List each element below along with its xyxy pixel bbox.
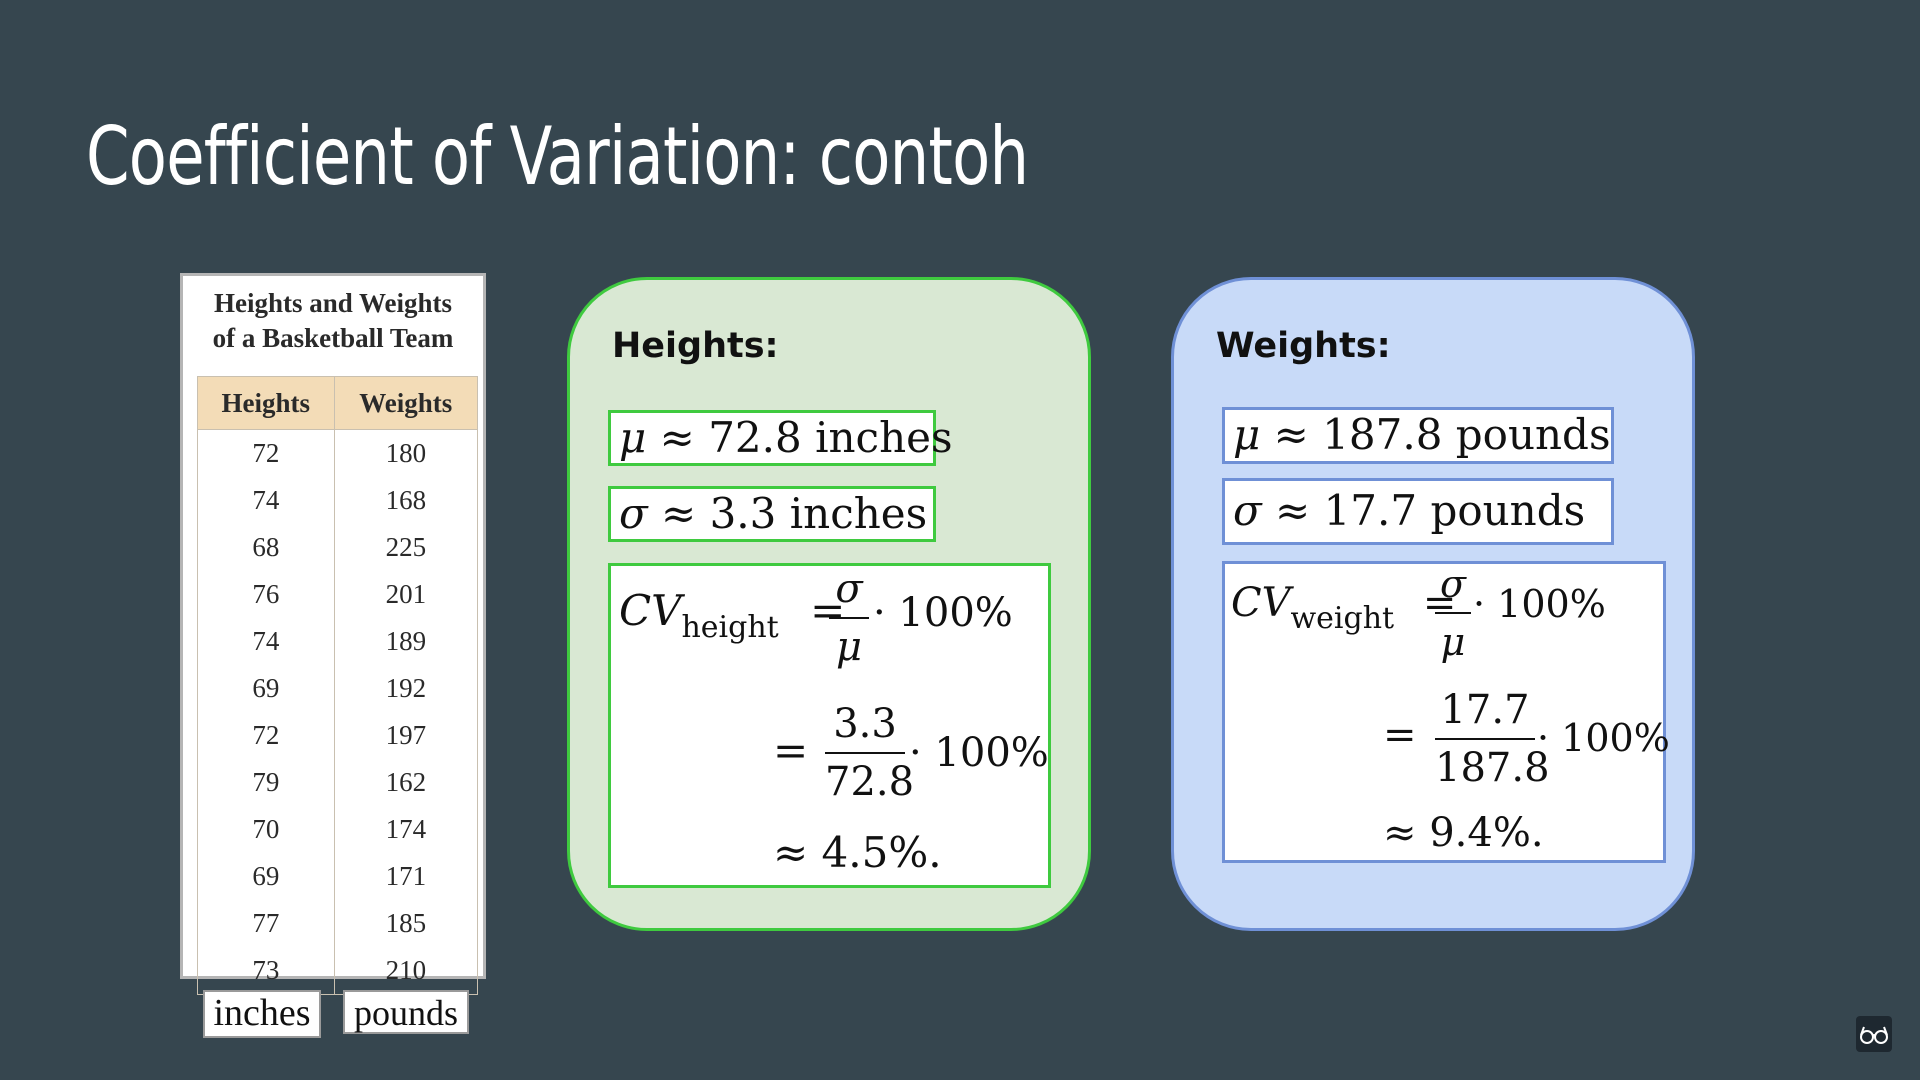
weight-cell: 174 <box>333 806 479 853</box>
weight-cell: 197 <box>333 712 479 759</box>
weight-cell: 225 <box>333 524 479 571</box>
unit-label-inches: inches <box>203 990 321 1038</box>
heights-card: Heights: μ ≈ 72.8 inches σ ≈ 3.3 inches … <box>567 277 1091 931</box>
weights-hundred-1: · 100% <box>1473 582 1606 626</box>
weight-cell: 201 <box>333 571 479 618</box>
weights-mean-value: ≈ 187.8 pounds <box>1273 410 1611 459</box>
table-row: 70 174 <box>197 806 479 853</box>
cv-subscript: height <box>681 610 779 645</box>
table-caption-line1: Heights and Weights <box>213 288 453 318</box>
weight-cell: 168 <box>333 477 479 524</box>
weights-label: Weights: <box>1216 326 1391 366</box>
table-row: 76 201 <box>197 571 479 618</box>
cv-subscript: weight <box>1290 601 1395 636</box>
weights-fraction-2: 17.7 187.8 <box>1435 684 1550 794</box>
weights-card: Weights: μ ≈ 187.8 pounds σ ≈ 17.7 pound… <box>1171 277 1695 931</box>
table-row: 69 192 <box>197 665 479 712</box>
heights-fraction-1: σ μ <box>829 563 869 673</box>
heights-hundred-1: · 100% <box>873 590 1013 636</box>
fraction-bar <box>825 752 905 754</box>
fraction-denominator: 72.8 <box>825 759 915 805</box>
table-row: 79 162 <box>197 759 479 806</box>
table-row: 68 225 <box>197 524 479 571</box>
heights-label: Heights: <box>612 326 779 366</box>
table-row: 74 168 <box>197 477 479 524</box>
table-header-row: Heights Weights <box>197 376 479 430</box>
heights-fraction-2: 3.3 72.8 <box>825 698 915 808</box>
height-cell: 73 <box>197 947 335 995</box>
height-cell: 77 <box>197 900 335 947</box>
weights-sd-box: σ ≈ 17.7 pounds <box>1222 478 1614 545</box>
data-table-panel: Heights and Weights of a Basketball Team… <box>180 273 486 995</box>
heights-mean-value: ≈ 72.8 inches <box>659 413 953 462</box>
weights-sd-value: ≈ 17.7 pounds <box>1275 486 1586 535</box>
fraction-numerator: 3.3 <box>833 701 897 747</box>
column-header-heights: Heights <box>197 376 335 430</box>
weight-cell: 210 <box>333 947 479 995</box>
slide-title: Coefficient of Variation: contoh <box>86 110 1029 203</box>
height-cell: 72 <box>197 712 335 759</box>
height-cell: 79 <box>197 759 335 806</box>
height-cell: 74 <box>197 477 335 524</box>
fraction-denominator: μ <box>836 624 862 670</box>
height-cell: 70 <box>197 806 335 853</box>
weight-cell: 185 <box>333 900 479 947</box>
fraction-bar <box>1435 612 1471 614</box>
fraction-numerator: σ <box>835 566 863 612</box>
heights-cv-box: CVheight = σ μ · 100% = 3.3 72.8 · 100% … <box>608 563 1051 888</box>
table-row: 77 185 <box>197 900 479 947</box>
fraction-numerator: σ <box>1440 562 1466 606</box>
cv-symbol: CV <box>1231 580 1291 626</box>
equals-sign: = <box>810 586 846 635</box>
table-caption-line2: of a Basketball Team <box>212 323 454 353</box>
unit-label-pounds: pounds <box>343 990 469 1034</box>
equals-sign-2: = <box>773 726 809 775</box>
equals-sign: = <box>1422 580 1457 626</box>
fraction-bar <box>829 617 869 619</box>
table-row: 74 189 <box>197 618 479 665</box>
weight-cell: 171 <box>333 853 479 900</box>
glasses-icon[interactable] <box>1856 1016 1892 1052</box>
weight-cell: 192 <box>333 665 479 712</box>
table-row: 69 171 <box>197 853 479 900</box>
weight-cell: 162 <box>333 759 479 806</box>
heights-sd-box: σ ≈ 3.3 inches <box>608 486 936 542</box>
cv-symbol: CV <box>619 586 682 635</box>
equals-sign-2: = <box>1383 712 1417 758</box>
fraction-denominator: μ <box>1440 620 1466 664</box>
heights-sd-value: ≈ 3.3 inches <box>661 489 928 538</box>
data-table: Heights Weights 72 180 74 168 68 225 76 201 … <box>197 376 479 995</box>
table-row: 72 197 <box>197 712 479 759</box>
fraction-numerator: 17.7 <box>1440 687 1530 733</box>
weight-cell: 180 <box>333 429 479 477</box>
height-cell: 74 <box>197 618 335 665</box>
table-row: 73 210 <box>197 947 479 995</box>
table-caption: Heights and Weights of a Basketball Team <box>183 286 483 356</box>
heights-cv-result: ≈ 4.5%. <box>773 828 942 877</box>
heights-hundred-2: · 100% <box>909 730 1049 776</box>
weights-cv-lhs: CVweight = <box>1231 580 1457 636</box>
height-cell: 68 <box>197 524 335 571</box>
height-cell: 69 <box>197 665 335 712</box>
sigma-symbol: σ <box>1233 486 1262 535</box>
height-cell: 76 <box>197 571 335 618</box>
sigma-symbol: σ <box>619 489 648 538</box>
weights-cv-result: ≈ 9.4%. <box>1383 810 1544 856</box>
column-header-weights: Weights <box>333 376 479 430</box>
weight-cell: 189 <box>333 618 479 665</box>
heights-mean-box: μ ≈ 72.8 inches <box>608 410 953 466</box>
mu-symbol: μ <box>619 413 647 462</box>
fraction-bar <box>1435 738 1535 740</box>
weights-mean-box: μ ≈ 187.8 pounds <box>1222 407 1614 464</box>
fraction-denominator: 187.8 <box>1435 745 1550 791</box>
weights-cv-box: CVweight = σ μ · 100% = 17.7 187.8 · 100… <box>1222 558 1670 863</box>
weights-hundred-2: · 100% <box>1537 716 1670 760</box>
heights-cv-lhs: CVheight = <box>619 586 846 645</box>
table-row: 72 180 <box>197 429 479 477</box>
mu-symbol: μ <box>1233 410 1261 459</box>
height-cell: 69 <box>197 853 335 900</box>
height-cell: 72 <box>197 429 335 477</box>
weights-fraction-1: σ μ <box>1435 558 1471 668</box>
